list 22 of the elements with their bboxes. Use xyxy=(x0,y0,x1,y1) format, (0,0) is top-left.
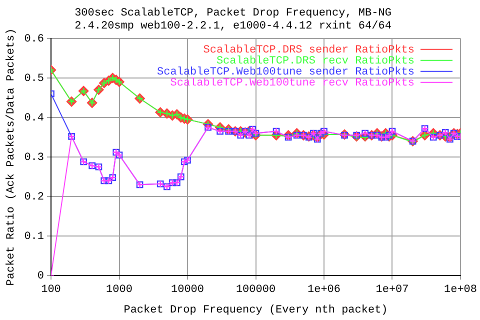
x-axis-title: Packet Drop Frequency (Every nth packet) xyxy=(124,304,388,316)
legend-label: ScalableTCP.DRS recv RatioPkts xyxy=(216,55,414,68)
x-tick-label: 100000 xyxy=(236,284,276,296)
x-tick-label: 1e+06 xyxy=(307,284,341,296)
y-tick-label: 0.5 xyxy=(24,72,44,85)
x-tick-label: 100 xyxy=(41,284,61,296)
y-tick-label: 0.2 xyxy=(24,191,44,204)
legend-label: ScalableTCP.Web100tune recv RatioPkts xyxy=(170,77,414,90)
legend-label: ScalableTCP.Web100tune sender RatioPkts xyxy=(157,66,414,78)
legend-label: ScalableTCP.DRS sender RatioPkts xyxy=(203,44,414,56)
x-tick-label: 1e+07 xyxy=(376,284,409,296)
chart-subtitle: 2.4.20smp web100-2.2.1, e1000-4.4.12 rxint 64/64 xyxy=(74,20,392,33)
x-tick-label: 10000 xyxy=(170,284,204,296)
y-tick-label: 0.3 xyxy=(24,152,44,164)
y-tick-label: 0.1 xyxy=(24,230,44,243)
x-tick-label: 1000 xyxy=(106,284,132,296)
y-tick-label: 0 xyxy=(37,270,44,283)
x-tick-label: 1e+08 xyxy=(444,284,478,296)
y-tick-label: 0.4 xyxy=(24,112,44,124)
y-tick-label: 0.6 xyxy=(24,33,44,46)
chart-title: 300sec ScalableTCP, Packet Drop Frequency, MB-NG xyxy=(74,8,392,20)
y-axis-title: Packet Ratio (Ack Packets/Data Packets) xyxy=(6,28,18,286)
